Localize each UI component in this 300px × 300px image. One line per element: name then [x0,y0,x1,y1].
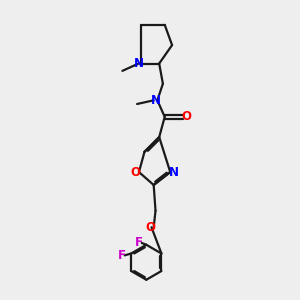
Text: F: F [135,236,143,249]
Text: N: N [169,166,179,178]
Text: N: N [134,57,144,70]
Text: F: F [118,249,126,262]
Text: O: O [145,221,155,234]
Text: O: O [130,166,140,178]
Text: N: N [151,94,160,107]
Text: O: O [181,110,191,123]
